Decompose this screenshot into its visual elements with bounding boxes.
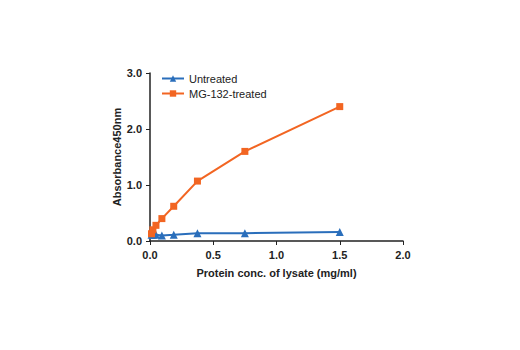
svg-text:MG-132-treated: MG-132-treated [189, 88, 267, 100]
svg-text:1.0: 1.0 [269, 249, 284, 261]
svg-text:0.5: 0.5 [206, 249, 221, 261]
svg-text:Untreated: Untreated [189, 73, 237, 85]
svg-text:2.0: 2.0 [395, 249, 410, 261]
svg-text:1.0: 1.0 [127, 179, 142, 191]
svg-text:Protein conc. of lysate (mg/ml: Protein conc. of lysate (mg/ml) [196, 267, 356, 279]
svg-text:0.0: 0.0 [142, 249, 157, 261]
svg-text:1.5: 1.5 [332, 249, 347, 261]
svg-text:Absorbance450nm: Absorbance450nm [111, 108, 123, 207]
svg-text:0.0: 0.0 [127, 235, 142, 247]
svg-text:2.0: 2.0 [127, 123, 142, 135]
svg-text:3.0: 3.0 [127, 67, 142, 79]
